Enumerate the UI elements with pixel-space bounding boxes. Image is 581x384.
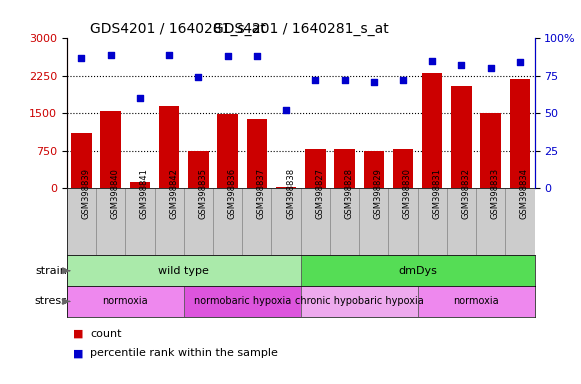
Point	[223, 53, 232, 60]
Title: GDS4201 / 1640281_s_at: GDS4201 / 1640281_s_at	[213, 22, 389, 36]
Text: ■: ■	[73, 329, 83, 339]
Text: GDS4201 / 1640281_s_at: GDS4201 / 1640281_s_at	[90, 22, 266, 36]
Point	[340, 77, 349, 83]
Point	[106, 52, 115, 58]
Bar	[451, 86, 472, 188]
Point	[77, 55, 86, 61]
Bar	[447, 188, 476, 255]
Text: chronic hypobaric hypoxia: chronic hypobaric hypoxia	[295, 296, 424, 306]
Text: stress: stress	[34, 296, 67, 306]
Text: percentile rank within the sample: percentile rank within the sample	[90, 348, 278, 358]
Point	[399, 77, 408, 83]
Bar	[388, 188, 418, 255]
Point	[486, 65, 496, 71]
Point	[311, 77, 320, 83]
Text: GSM398830: GSM398830	[403, 168, 412, 219]
Text: GSM398840: GSM398840	[110, 168, 120, 219]
Text: GSM398836: GSM398836	[228, 168, 236, 219]
Text: dmDys: dmDys	[398, 266, 437, 276]
Bar	[305, 149, 325, 188]
Point	[457, 62, 466, 68]
Text: GSM398842: GSM398842	[169, 168, 178, 219]
Bar	[159, 106, 180, 188]
Bar	[101, 111, 121, 188]
Bar	[184, 286, 301, 317]
Point	[428, 58, 437, 64]
Text: count: count	[90, 329, 121, 339]
Bar	[510, 79, 530, 188]
Text: normoxia: normoxia	[453, 296, 499, 306]
Point	[164, 52, 174, 58]
Bar	[301, 188, 330, 255]
Bar	[217, 114, 238, 188]
Bar	[418, 286, 535, 317]
Point	[515, 59, 525, 65]
Text: GSM398839: GSM398839	[81, 168, 91, 219]
Text: GSM398841: GSM398841	[140, 168, 149, 219]
Text: GSM398832: GSM398832	[461, 168, 471, 219]
Bar	[188, 151, 209, 188]
Bar	[301, 286, 418, 317]
Text: GSM398838: GSM398838	[286, 168, 295, 219]
Bar	[130, 182, 150, 188]
Bar	[480, 113, 501, 188]
Bar	[364, 151, 384, 188]
Bar	[276, 187, 296, 188]
Bar	[67, 286, 184, 317]
Bar	[96, 188, 125, 255]
Text: GSM398828: GSM398828	[345, 168, 353, 219]
Bar	[301, 255, 535, 286]
Bar	[505, 188, 535, 255]
Bar	[422, 73, 443, 188]
Bar	[476, 188, 505, 255]
Text: normoxia: normoxia	[102, 296, 148, 306]
Bar	[393, 149, 413, 188]
Bar	[184, 188, 213, 255]
Text: GSM398829: GSM398829	[374, 168, 383, 219]
Bar	[330, 188, 359, 255]
Bar	[359, 188, 388, 255]
Text: GSM398827: GSM398827	[315, 168, 324, 219]
Bar	[334, 149, 355, 188]
Text: GSM398837: GSM398837	[257, 168, 266, 219]
Text: wild type: wild type	[158, 266, 209, 276]
Bar	[246, 119, 267, 188]
Point	[252, 53, 261, 60]
Bar	[71, 133, 92, 188]
Bar	[67, 255, 301, 286]
Text: normobaric hypoxia: normobaric hypoxia	[193, 296, 291, 306]
Bar	[125, 188, 155, 255]
Bar	[155, 188, 184, 255]
Point	[369, 79, 378, 85]
Bar	[418, 188, 447, 255]
Text: GSM398834: GSM398834	[520, 168, 529, 219]
Text: GSM398835: GSM398835	[198, 168, 207, 219]
Point	[135, 95, 145, 101]
Point	[193, 74, 203, 80]
Bar	[271, 188, 301, 255]
Text: strain: strain	[35, 266, 67, 276]
Text: GSM398831: GSM398831	[432, 168, 441, 219]
Text: GSM398833: GSM398833	[491, 168, 500, 219]
Bar	[67, 188, 96, 255]
Text: ■: ■	[73, 348, 83, 358]
Point	[281, 107, 290, 113]
Bar	[213, 188, 242, 255]
Bar	[242, 188, 271, 255]
